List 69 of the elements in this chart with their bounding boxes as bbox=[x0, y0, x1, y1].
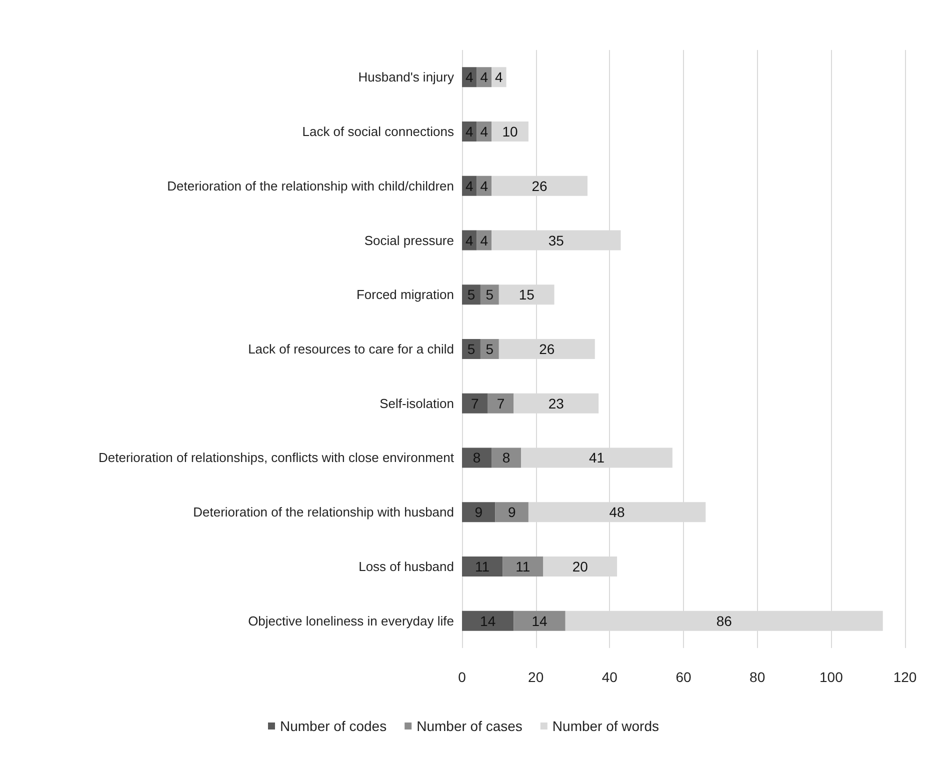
data-label: 7 bbox=[471, 395, 480, 412]
x-tick-label: 0 bbox=[458, 669, 466, 685]
data-label: 11 bbox=[475, 558, 490, 574]
bar bbox=[514, 610, 566, 631]
y-tick-label: Forced migration bbox=[356, 287, 454, 302]
bar bbox=[462, 610, 514, 631]
bar bbox=[462, 393, 488, 414]
data-label: 5 bbox=[467, 286, 476, 303]
data-label: 23 bbox=[548, 395, 564, 412]
x-tick-label: 60 bbox=[676, 669, 692, 685]
data-label: 4 bbox=[465, 232, 474, 248]
y-tick-label: Deterioration of the relationship with husband bbox=[193, 504, 454, 520]
data-label: 4 bbox=[480, 124, 488, 140]
y-tick-label: Lack of social connections bbox=[302, 124, 454, 140]
data-label: 4 bbox=[465, 124, 474, 140]
bar bbox=[502, 556, 544, 576]
data-label: 41 bbox=[588, 450, 605, 466]
data-label: 11 bbox=[516, 558, 530, 574]
bar bbox=[480, 284, 499, 305]
x-tick-label: 40 bbox=[602, 669, 618, 685]
data-label: 4 bbox=[480, 178, 488, 194]
x-tick-label: 80 bbox=[750, 669, 766, 685]
x-tick-label: 20 bbox=[528, 669, 544, 685]
data-label: 4 bbox=[495, 69, 504, 86]
data-label: 4 bbox=[480, 69, 488, 86]
legend-label: Number of codes bbox=[280, 718, 387, 734]
data-label: 4 bbox=[465, 178, 474, 194]
data-label: 26 bbox=[532, 178, 548, 194]
data-label: 14 bbox=[532, 612, 548, 629]
data-label: 8 bbox=[502, 450, 510, 466]
data-label: 48 bbox=[609, 504, 626, 520]
y-tick-label: Loss of husband bbox=[358, 558, 454, 574]
data-label: 26 bbox=[539, 341, 555, 357]
bar bbox=[480, 339, 499, 359]
bar bbox=[495, 502, 528, 522]
data-label: 5 bbox=[486, 286, 494, 303]
data-label: 10 bbox=[502, 124, 518, 140]
bar bbox=[488, 393, 514, 414]
data-label: 20 bbox=[572, 558, 588, 574]
y-tick-label: Self-isolation bbox=[380, 396, 454, 411]
data-label: 35 bbox=[548, 232, 564, 248]
x-tick-label: 120 bbox=[893, 669, 917, 685]
data-label: 14 bbox=[480, 612, 496, 629]
legend-label: Number of cases bbox=[416, 718, 522, 734]
data-label: 9 bbox=[474, 504, 483, 520]
bar bbox=[462, 502, 496, 522]
y-tick-label: Deterioration of relationships, conflicts with close environment bbox=[98, 450, 454, 466]
data-label: 7 bbox=[496, 395, 505, 412]
bar bbox=[462, 284, 480, 305]
data-label: 8 bbox=[472, 450, 481, 466]
data-label: 86 bbox=[716, 612, 732, 629]
y-tick-label: Social pressure bbox=[364, 232, 454, 248]
y-tick-label: Deterioration of the relationship with child/children bbox=[167, 178, 454, 194]
bar bbox=[492, 122, 528, 142]
bar bbox=[462, 448, 492, 468]
x-tick-label: 100 bbox=[819, 669, 844, 685]
bar bbox=[462, 556, 503, 576]
bar bbox=[492, 448, 522, 468]
data-label: 5 bbox=[467, 341, 476, 357]
data-label: 15 bbox=[518, 286, 535, 303]
legend-label: Number of words bbox=[552, 718, 660, 734]
bar bbox=[462, 339, 480, 359]
data-label: 4 bbox=[465, 69, 474, 86]
data-label: 5 bbox=[486, 341, 494, 357]
data-label: 4 bbox=[480, 232, 488, 248]
y-tick-label: Objective loneliness in everyday life bbox=[248, 613, 454, 628]
y-tick-label: Husband's injury bbox=[358, 70, 454, 85]
data-label: 9 bbox=[508, 504, 516, 520]
y-tick-label: Lack of resources to care for a child bbox=[248, 342, 454, 356]
